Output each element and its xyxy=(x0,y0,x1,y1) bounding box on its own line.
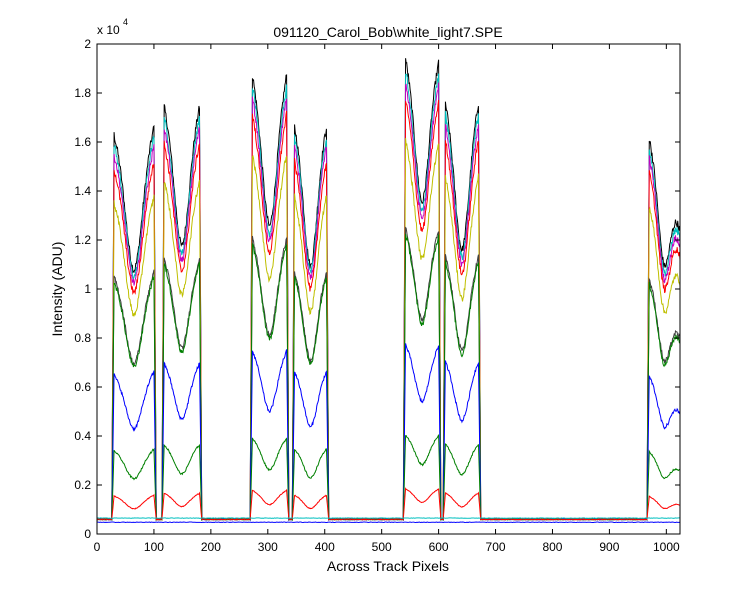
chart-title: 091120_Carol_Bob\white_light7.SPE xyxy=(273,24,502,40)
x-tick-label: 900 xyxy=(599,540,619,554)
y-tick-label: 0 xyxy=(84,527,91,541)
series-line-10 xyxy=(97,487,680,521)
y-tick-label: 1 xyxy=(84,282,91,296)
y-exponent-power: 4 xyxy=(123,17,128,27)
series-layer xyxy=(97,58,680,524)
x-tick-label: 300 xyxy=(258,540,278,554)
y-axis: 0 0.2 0.4 0.6 0.8 1 1.2 1.4 1.6 1.8 2 xyxy=(74,37,680,541)
x-axis: 0 100 200 300 400 500 600 700 800 900 1000 xyxy=(94,44,680,554)
x-tick-label: 0 xyxy=(94,540,101,554)
x-tick-label: 1000 xyxy=(653,540,680,554)
x-tick-label: 200 xyxy=(201,540,221,554)
x-axis-label: Across Track Pixels xyxy=(327,558,449,574)
y-tick-label: 0.2 xyxy=(74,478,91,492)
y-tick-label: 0.6 xyxy=(74,380,91,394)
y-tick-label: 1.4 xyxy=(74,184,91,198)
y-tick-label: 1.6 xyxy=(74,135,91,149)
y-tick-label: 0.8 xyxy=(74,331,91,345)
x-tick-label: 100 xyxy=(144,540,164,554)
y-axis-label: Intensity (ADU) xyxy=(49,242,65,337)
y-tick-label: 2 xyxy=(84,37,91,51)
y-tick-label: 0.4 xyxy=(74,429,91,443)
x-tick-label: 700 xyxy=(486,540,506,554)
x-tick-label: 500 xyxy=(372,540,392,554)
x-tick-label: 400 xyxy=(315,540,335,554)
x-tick-label: 600 xyxy=(429,540,449,554)
y-tick-label: 1.2 xyxy=(74,233,91,247)
x-tick-label: 800 xyxy=(542,540,562,554)
y-exponent-label: x 10 xyxy=(97,23,120,37)
y-tick-label: 1.8 xyxy=(74,86,91,100)
